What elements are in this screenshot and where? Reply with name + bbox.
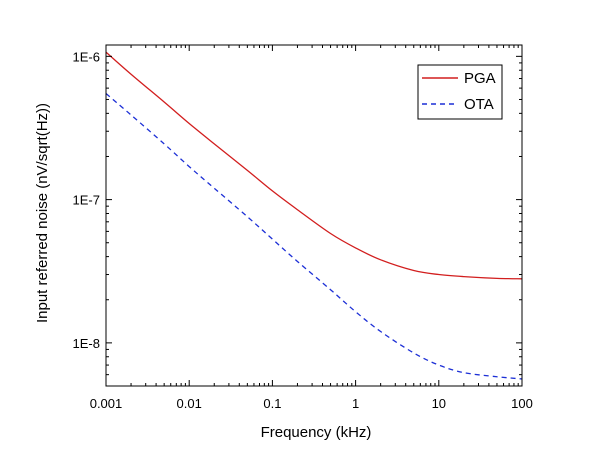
x-tick-label: 1 xyxy=(352,396,359,411)
legend: PGA OTA xyxy=(417,64,503,120)
y-tick-label: 1E-7 xyxy=(73,193,100,208)
series-line-ota xyxy=(105,93,523,380)
x-tick-label: 0.1 xyxy=(263,396,281,411)
x-axis-title: Frequency (kHz) xyxy=(261,424,372,441)
y-tick-label: 1E-8 xyxy=(73,336,100,351)
y-tick-label: 1E-6 xyxy=(73,49,100,64)
legend-label-pga: PGA xyxy=(464,70,496,87)
x-tick-label: 0.01 xyxy=(177,396,202,411)
series-line-pga xyxy=(105,51,523,280)
plot-frame xyxy=(105,44,523,387)
legend-frame xyxy=(417,64,503,120)
plot-area xyxy=(105,51,523,380)
y-axis-title: Input referred noise (nV/sqrt(Hz)) xyxy=(34,103,51,323)
axes: 0.001 0.01 0.1 1 10 100 1E-8 1E-7 1E-6 xyxy=(73,44,533,411)
x-tick-label: 100 xyxy=(511,396,533,411)
x-tick-label: 0.001 xyxy=(90,396,123,411)
legend-label-ota: OTA xyxy=(464,96,494,113)
x-tick-label: 10 xyxy=(432,396,446,411)
